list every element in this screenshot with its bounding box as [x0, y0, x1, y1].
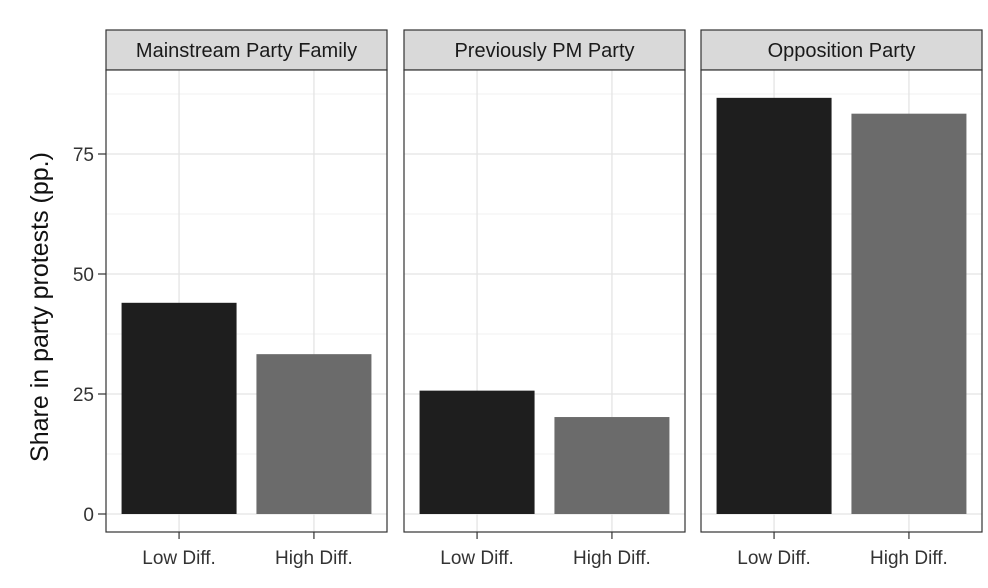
facet-panels: Mainstream Party Family Low Diff. High Dif… [105, 29, 983, 569]
facet-strip [700, 29, 983, 71]
y-axis: 0 25 50 75 [73, 145, 106, 526]
facet-strip [105, 29, 388, 71]
panel-border [403, 69, 686, 533]
bar [256, 354, 372, 514]
facet-label: Previously PM Party [454, 40, 634, 62]
y-tick-label: 0 [83, 505, 94, 526]
panel-border [700, 69, 983, 533]
bar [554, 417, 670, 514]
facet-panel: Previously PM Party Low Diff. High Diff. [403, 29, 686, 569]
bar [121, 302, 237, 514]
bar [851, 113, 967, 515]
x-tick-label: High Diff. [870, 548, 948, 569]
x-tick-label: Low Diff. [142, 548, 216, 569]
facet-panel: Mainstream Party Family Low Diff. High Dif… [105, 29, 388, 569]
bar [716, 97, 832, 514]
facet-panel: Opposition Party Low Diff. High Diff. [700, 29, 983, 569]
y-tick-label: 25 [73, 385, 94, 406]
bar [419, 390, 535, 514]
facet-label: Mainstream Party Family [136, 40, 357, 62]
x-tick-label: Low Diff. [440, 548, 514, 569]
x-tick-label: High Diff. [573, 548, 651, 569]
y-axis-title: Share in party protests (pp.) [26, 152, 54, 462]
y-tick-label: 50 [73, 265, 94, 286]
panel-border [105, 69, 388, 533]
y-tick-label: 75 [73, 145, 94, 166]
facet-label: Opposition Party [768, 40, 916, 62]
x-tick-label: High Diff. [275, 548, 353, 569]
x-tick-label: Low Diff. [737, 548, 811, 569]
